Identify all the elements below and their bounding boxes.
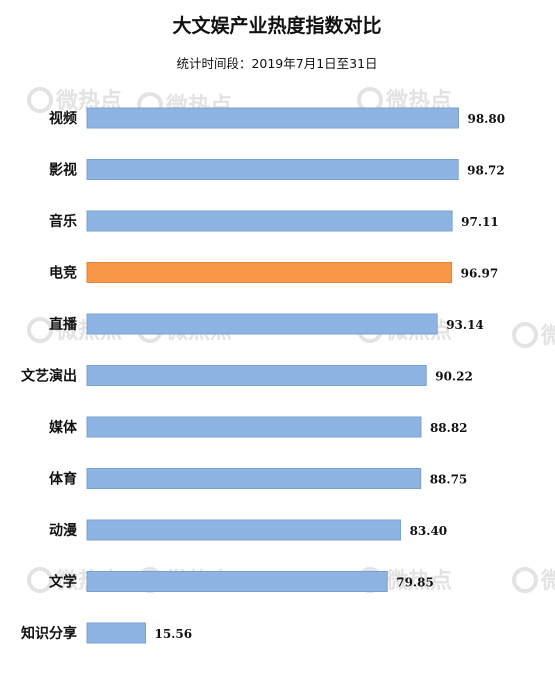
category-label: 视频	[49, 110, 77, 127]
chart-subtitle: 统计时间段：2019年7月1日至31日	[176, 56, 377, 71]
bar	[86, 365, 427, 386]
category-label: 媒体	[48, 419, 78, 436]
category-label: 文学	[49, 574, 77, 591]
bar	[86, 468, 422, 489]
value-label: 93.14	[446, 318, 484, 332]
bar	[86, 519, 402, 541]
value-label: 15.56	[155, 627, 193, 641]
bar-row: 知识分享 15.56	[21, 622, 193, 644]
bar-row: 影视 98.72	[49, 159, 505, 180]
bar	[86, 107, 459, 129]
bar-row: 媒体 88.82	[48, 416, 468, 438]
value-label: 98.80	[467, 112, 505, 126]
bar-row: 体育 88.75	[49, 468, 468, 489]
watermark-logo-icon	[512, 322, 538, 348]
watermark-logo-icon	[512, 567, 538, 593]
category-label: 动漫	[49, 522, 78, 539]
watermark-logo-icon	[27, 317, 53, 343]
bar-row: 直播 93.14	[49, 313, 484, 335]
category-label: 知识分享	[21, 625, 77, 642]
bar	[86, 571, 388, 592]
category-label: 电竞	[49, 265, 77, 282]
value-label: 90.22	[435, 370, 473, 384]
category-label: 文艺演出	[21, 368, 77, 385]
bar-row: 文艺演出 90.22	[21, 365, 473, 386]
chart-title: 大文娱产业热度指数对比	[172, 14, 381, 37]
bar	[86, 210, 453, 232]
bar	[86, 622, 147, 644]
bar-row: 电竞 96.97	[49, 262, 499, 283]
value-label: 96.97	[461, 267, 499, 281]
watermark-text: 微热点	[540, 568, 555, 594]
value-label: 88.75	[430, 473, 468, 487]
watermark-text: 微热点	[385, 568, 452, 594]
watermark-logo-icon	[27, 567, 53, 593]
category-label: 直播	[49, 316, 78, 333]
watermark-text: 微热点	[540, 323, 555, 349]
bar-row: 视频 98.80	[49, 107, 505, 129]
value-label: 98.72	[467, 164, 505, 178]
value-label: 97.11	[461, 215, 499, 229]
bar-row: 文学 79.85	[49, 571, 434, 592]
watermark-mark: 微热点	[512, 567, 555, 594]
value-label: 88.82	[430, 421, 468, 435]
value-label: 83.40	[410, 524, 448, 538]
bar-highlight	[86, 262, 453, 283]
watermark-logo-icon	[27, 87, 53, 113]
bar	[86, 313, 438, 335]
bar-row: 动漫 83.40	[49, 519, 448, 541]
bar	[86, 416, 422, 438]
bar-row: 音乐 97.11	[49, 210, 499, 232]
category-label: 音乐	[49, 213, 77, 230]
bar-group: 视频 98.80 影视 98.72 音乐 97.11 电竞 96.97 直播 93.14 文艺演出 9…	[21, 107, 505, 644]
watermark-mark: 微热点	[512, 322, 555, 349]
category-label: 体育	[49, 471, 77, 488]
bar	[86, 159, 459, 180]
value-label: 79.85	[396, 576, 434, 590]
category-label: 影视	[49, 162, 77, 179]
